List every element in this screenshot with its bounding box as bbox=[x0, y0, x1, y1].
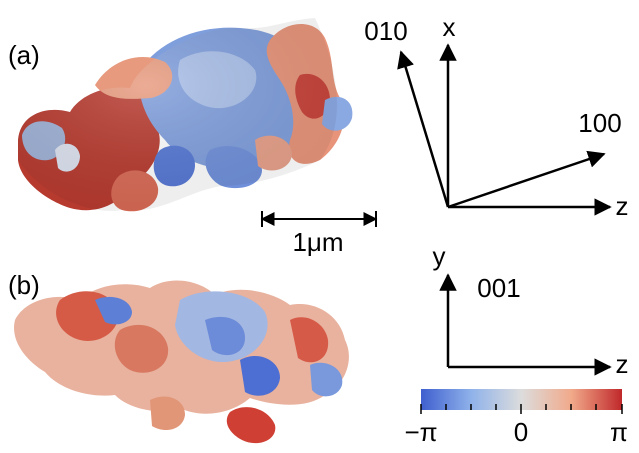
axis-y-label: y bbox=[433, 241, 446, 271]
particle-render-b bbox=[14, 281, 349, 444]
panel-b-label: (b) bbox=[8, 270, 40, 300]
direction-001-label: 001 bbox=[477, 273, 520, 303]
scale-bar bbox=[262, 211, 376, 227]
axis-z-label-bottom: z bbox=[616, 349, 629, 379]
axis-x-label: x bbox=[443, 12, 456, 42]
axis-z-label-top: z bbox=[616, 191, 629, 221]
direction-010-label: 010 bbox=[364, 16, 407, 46]
direction-010-arrow bbox=[401, 52, 448, 207]
colorbar bbox=[421, 389, 622, 414]
colorbar-mid-label: 0 bbox=[514, 417, 528, 447]
direction-100-label: 100 bbox=[578, 108, 621, 138]
direction-100-arrow bbox=[448, 154, 604, 207]
colorbar-min-label: −π bbox=[404, 417, 437, 447]
axes-bottom bbox=[448, 275, 610, 367]
panel-a-label: (a) bbox=[8, 40, 40, 70]
scale-bar-label: 1μm bbox=[292, 227, 343, 257]
particle-render-a bbox=[18, 18, 352, 211]
colorbar-max-label: π bbox=[610, 417, 628, 447]
